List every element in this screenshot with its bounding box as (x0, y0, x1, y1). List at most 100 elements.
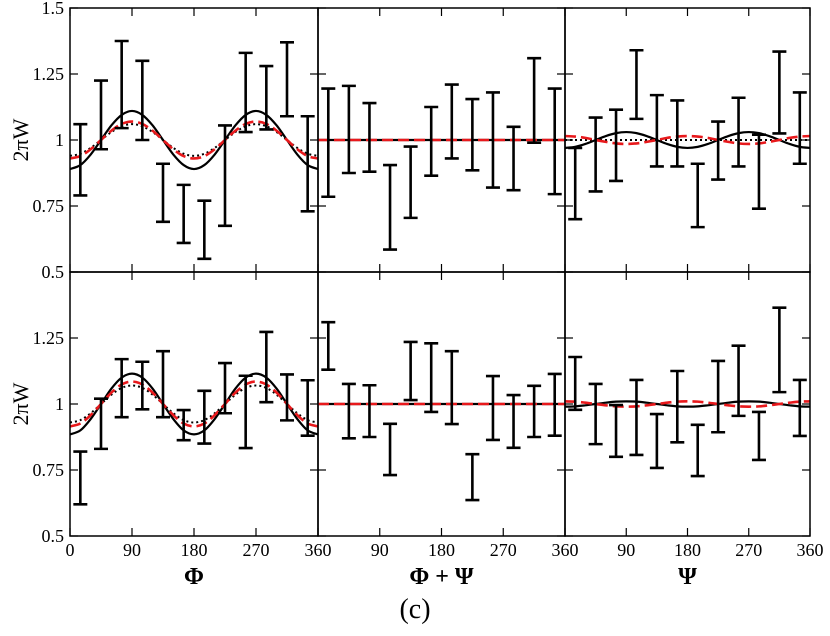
error-bar (527, 56, 542, 144)
error-bar (751, 410, 766, 462)
error-bar (670, 369, 685, 444)
error-bar (547, 87, 562, 196)
error-bar (568, 355, 583, 412)
error-bar (751, 133, 766, 210)
error-bar (403, 340, 418, 402)
error-bar (362, 383, 377, 439)
fit-curve (69, 120, 319, 160)
error-bar (218, 124, 232, 228)
x-axis-label: Φ (184, 564, 204, 590)
y-axis-label: 2πW (8, 118, 33, 161)
error-bar (731, 96, 746, 168)
fit-curve (69, 372, 319, 436)
error-bar (383, 163, 398, 251)
error-bar (711, 359, 726, 434)
x-tick-label: 360 (305, 540, 332, 560)
x-axis-label: Ψ (678, 564, 697, 590)
error-bar (568, 146, 583, 221)
fit-curve (69, 384, 319, 424)
error-bar (506, 125, 521, 192)
error-bar (362, 101, 377, 173)
error-bar (588, 116, 603, 193)
error-bar (280, 373, 294, 422)
fit-curve (69, 380, 319, 428)
error-bar (609, 108, 624, 183)
panel-frame (69, 271, 319, 537)
error-bar (280, 41, 294, 118)
fit-curve (69, 123, 319, 157)
panel-frame (564, 271, 811, 537)
error-bar (218, 361, 232, 415)
error-bar (341, 382, 356, 440)
error-bar (792, 378, 807, 438)
x-tick-label: 270 (735, 540, 762, 560)
fit-curve (564, 134, 811, 146)
y-tick-label: 1.25 (33, 328, 65, 348)
error-bar (649, 412, 664, 470)
panel-frame (69, 7, 319, 273)
fit-curve (564, 400, 811, 408)
x-tick-label: 180 (674, 540, 701, 560)
fit-curve (69, 109, 319, 171)
error-bar (670, 99, 685, 168)
error-bar (506, 393, 521, 450)
error-bar (444, 83, 459, 160)
y-tick-label: 1 (55, 130, 64, 150)
x-tick-label: 0 (66, 540, 75, 560)
error-bar (94, 79, 108, 151)
error-bar (731, 344, 746, 418)
error-bar (588, 382, 603, 446)
y-tick-label: 0.5 (42, 262, 65, 282)
error-bar (114, 357, 129, 419)
error-bar (629, 378, 644, 457)
error-bar (341, 84, 356, 175)
error-bar (711, 120, 726, 181)
x-tick-label: 270 (243, 540, 270, 560)
fit-curve (564, 400, 811, 408)
y-tick-label: 1.25 (33, 64, 65, 84)
error-bar (424, 341, 439, 414)
error-bar (238, 374, 253, 450)
error-bar (772, 306, 787, 394)
error-bar (156, 349, 170, 419)
x-tick-label: 360 (552, 540, 579, 560)
error-bar (609, 403, 624, 459)
y-tick-label: 1.5 (42, 0, 65, 18)
x-tick-label: 270 (490, 540, 517, 560)
error-bar (73, 122, 88, 197)
fit-curve (564, 130, 811, 150)
error-bar (114, 39, 129, 130)
error-bar (629, 48, 644, 121)
error-bar (465, 452, 480, 502)
x-tick-label: 180 (428, 540, 455, 560)
x-tick-label: 90 (617, 540, 635, 560)
error-bar (73, 450, 88, 506)
error-bar (135, 59, 150, 142)
error-bar (197, 389, 212, 445)
error-bar (176, 408, 191, 442)
y-tick-label: 1 (55, 394, 64, 414)
error-bar (485, 374, 500, 442)
error-bar (690, 162, 705, 229)
error-bar (383, 422, 398, 477)
error-bar (321, 87, 336, 199)
error-bar (772, 50, 787, 135)
x-tick-label: 180 (181, 540, 208, 560)
y-tick-label: 0.5 (42, 526, 65, 546)
x-tick-label: 360 (797, 540, 824, 560)
error-bar (792, 91, 807, 166)
error-bar (259, 330, 274, 404)
x-tick-label: 90 (371, 540, 389, 560)
error-bar (403, 145, 418, 220)
error-bar (238, 51, 253, 134)
error-bar (176, 183, 191, 245)
error-bar (300, 378, 315, 437)
error-bar (649, 93, 664, 168)
x-tick-label: 90 (123, 540, 141, 560)
caption: (c) (399, 594, 430, 625)
error-bar (300, 114, 315, 213)
error-bar (465, 97, 480, 172)
error-bar (94, 397, 108, 451)
error-bar (424, 105, 439, 177)
